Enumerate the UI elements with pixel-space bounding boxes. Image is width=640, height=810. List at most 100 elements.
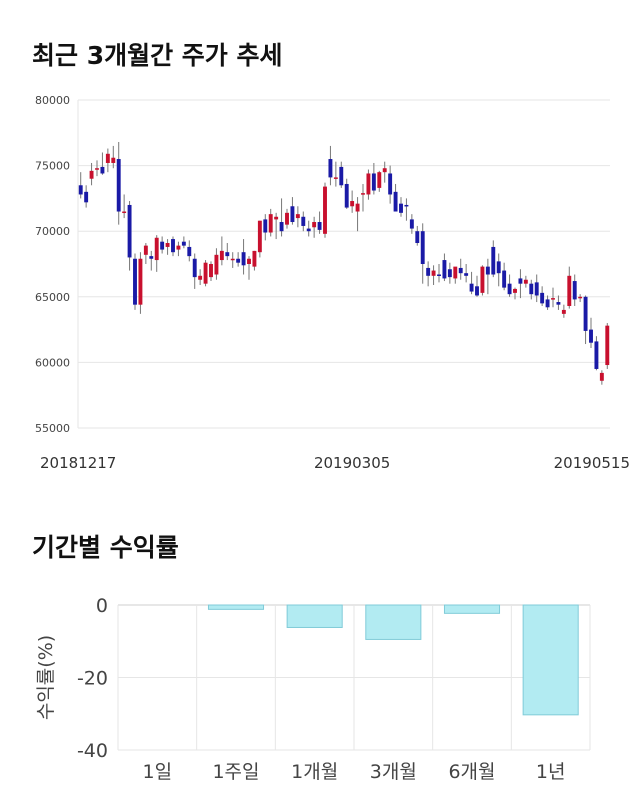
candle: [143, 243, 148, 264]
candle-body: [198, 275, 203, 280]
candle-body: [236, 258, 241, 263]
candle: [485, 258, 490, 295]
candle-body: [154, 237, 159, 261]
candle-body: [160, 241, 165, 250]
candle: [355, 197, 360, 232]
returns-chart-y-axis-label: 수익률(%): [35, 635, 57, 720]
candle: [274, 212, 279, 240]
candle-body: [241, 252, 246, 266]
candle: [382, 161, 387, 183]
candle-body: [529, 283, 534, 295]
candle: [540, 286, 545, 306]
candle: [393, 183, 398, 212]
candle: [78, 172, 83, 199]
candle: [420, 223, 425, 284]
candle: [496, 253, 501, 287]
price-chart-y-ticks: 55000 60000 65000 70000 75000 80000: [35, 94, 70, 435]
candle-body: [339, 166, 344, 186]
candle: [415, 225, 420, 246]
y-tick-label: 80000: [35, 94, 70, 107]
candle: [545, 295, 550, 310]
candle-body: [225, 252, 230, 257]
candle-body: [447, 269, 452, 278]
candle-body: [312, 222, 317, 228]
candle-body: [599, 372, 604, 381]
candle: [523, 275, 528, 288]
x-tick-label: 1년: [536, 761, 566, 783]
candle-body: [95, 168, 99, 170]
return-bar: [207, 604, 265, 610]
candle-body: [545, 299, 550, 308]
returns-bar-chart: 0 -20 -40 1일 1주일 1개월 3개월 6개월 1년 수익률(%): [35, 595, 591, 783]
candle: [361, 183, 365, 212]
candle: [561, 304, 566, 318]
candle: [475, 275, 479, 297]
candle: [122, 194, 127, 219]
candle: [583, 295, 588, 345]
candle-body: [415, 231, 420, 244]
candle: [491, 240, 496, 278]
candle: [100, 152, 105, 175]
x-tick-label: 6개월: [448, 761, 495, 783]
candle-body: [605, 325, 610, 366]
candle-body: [431, 270, 436, 276]
candle-body: [409, 219, 414, 229]
return-bar: [286, 604, 343, 628]
candle: [241, 239, 246, 275]
candle: [409, 214, 414, 234]
candle: [306, 220, 311, 237]
candle-body: [507, 283, 512, 295]
candle: [154, 235, 159, 272]
return-bar: [522, 604, 579, 716]
candle-body: [187, 246, 192, 257]
candle: [578, 294, 583, 303]
candle: [605, 323, 610, 369]
candle: [149, 250, 154, 271]
candle-body: [263, 219, 268, 233]
candle-body: [127, 204, 132, 258]
candle: [371, 162, 376, 195]
candle: [513, 287, 517, 300]
candle: [556, 295, 561, 310]
returns-chart-bars: [207, 604, 579, 716]
candle-body: [458, 267, 463, 274]
returns-chart-title: 기간별 수익률: [32, 533, 179, 562]
candle-body: [306, 228, 311, 232]
x-tick-label: 1주일: [212, 761, 259, 783]
candle-body: [89, 170, 94, 179]
candle: [187, 240, 192, 262]
candle: [89, 162, 94, 186]
candle-body: [350, 201, 355, 207]
candle-body: [143, 245, 148, 255]
x-tick-label: 3개월: [370, 761, 417, 783]
candle-body: [133, 258, 137, 305]
candle-body: [285, 212, 289, 225]
price-chart-gridlines: [77, 99, 610, 429]
candle: [551, 287, 555, 308]
candle-body: [84, 191, 89, 203]
candle-body: [572, 281, 577, 300]
candle: [333, 161, 338, 187]
candle-body: [214, 254, 219, 275]
candle: [203, 260, 208, 287]
candle-body: [485, 266, 490, 275]
candle: [399, 197, 403, 217]
candle: [290, 197, 295, 225]
candle-body: [464, 273, 469, 276]
candle-body: [138, 258, 143, 305]
candle: [388, 165, 393, 204]
candle-body: [333, 177, 338, 179]
candle: [252, 250, 257, 271]
return-bar: [443, 604, 501, 614]
candle: [198, 269, 203, 285]
candle-body: [361, 193, 365, 195]
candle-body: [426, 267, 431, 276]
y-tick-label: 0: [96, 595, 108, 617]
candle-body: [475, 286, 479, 296]
candle: [84, 185, 89, 208]
candle: [105, 148, 110, 173]
returns-chart-x-ticks: 1일 1주일 1개월 3개월 6개월 1년: [143, 761, 566, 783]
candle-body: [268, 214, 273, 233]
candle-body: [551, 298, 555, 300]
candle-body: [323, 186, 327, 234]
